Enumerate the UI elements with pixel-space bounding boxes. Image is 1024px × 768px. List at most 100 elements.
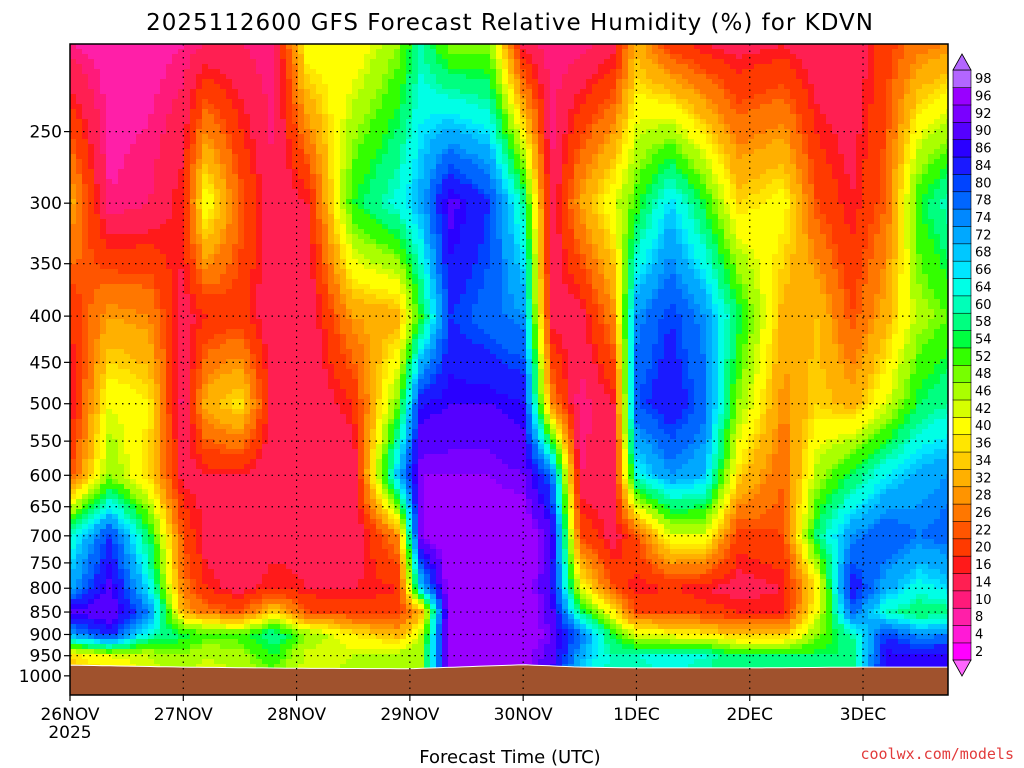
y-tick-label: 950 bbox=[30, 647, 62, 667]
colorbar-swatch bbox=[952, 590, 972, 609]
colorbar-swatch bbox=[952, 277, 972, 297]
y-tick-label: 800 bbox=[30, 579, 62, 599]
colorbar-swatch bbox=[952, 173, 972, 193]
colorbar-swatch bbox=[952, 503, 972, 522]
colorbar-label: 8 bbox=[975, 610, 983, 625]
colorbar-label: 90 bbox=[975, 124, 992, 139]
colorbar-min-arrow bbox=[952, 659, 972, 677]
colorbar-swatch bbox=[952, 416, 972, 436]
x-tick-label: 1DEC bbox=[613, 705, 660, 725]
x-tick-label: 3DEC bbox=[840, 705, 887, 725]
colorbar-label: 4 bbox=[975, 627, 983, 642]
x-tick-label: 27NOV bbox=[154, 705, 213, 725]
y-tick-label: 900 bbox=[30, 625, 62, 645]
y-tick-label: 750 bbox=[30, 554, 62, 574]
y-tick-label: 600 bbox=[30, 466, 62, 486]
x-tick-label: 30NOV bbox=[494, 705, 553, 725]
y-tick-label: 550 bbox=[30, 432, 62, 452]
colorbar-label: 36 bbox=[975, 437, 992, 452]
colorbar-swatch bbox=[952, 121, 972, 141]
colorbar-label: 68 bbox=[975, 246, 992, 261]
x-tick-label: 26NOV bbox=[40, 705, 99, 725]
colorbar-swatch bbox=[952, 243, 972, 262]
colorbar-swatch bbox=[952, 225, 972, 245]
colorbar-swatch bbox=[952, 520, 972, 540]
colorbar-max-arrow bbox=[952, 53, 972, 71]
y-axis-ticks: 2503003504004505005506006507007508008509… bbox=[19, 123, 70, 687]
colorbar-swatch bbox=[952, 624, 972, 644]
colorbar-label: 28 bbox=[975, 489, 992, 504]
colorbar-swatch bbox=[952, 555, 972, 574]
x-tick-label: 28NOV bbox=[267, 705, 326, 725]
colorbar-label: 26 bbox=[975, 506, 992, 521]
colorbar-label: 58 bbox=[975, 315, 992, 330]
colorbar-swatch bbox=[952, 104, 972, 123]
y-tick-label: 350 bbox=[30, 255, 62, 275]
colorbar-label: 14 bbox=[975, 575, 992, 590]
y-tick-label: 1000 bbox=[19, 667, 62, 687]
colorbar-swatch bbox=[952, 399, 972, 418]
colorbar-swatch bbox=[952, 87, 972, 106]
colorbar-label: 2 bbox=[975, 645, 983, 660]
colorbar-swatch bbox=[952, 156, 972, 175]
colorbar-swatch bbox=[952, 468, 972, 488]
colorbar-swatch bbox=[952, 191, 972, 210]
colorbar-label: 60 bbox=[975, 298, 992, 313]
y-tick-label: 250 bbox=[30, 123, 62, 143]
grid-lines bbox=[70, 44, 948, 695]
colorbar-swatch bbox=[952, 382, 972, 401]
x-axis-label: Forecast Time (UTC) bbox=[419, 747, 600, 768]
y-tick-label: 500 bbox=[30, 395, 62, 415]
colorbar-label: 42 bbox=[975, 402, 992, 417]
chart-title: 2025112600 GFS Forecast Relative Humidit… bbox=[146, 10, 874, 36]
x-axis-ticks: 26NOV 27NOV 28NOV 29NOV 30NOV 1DEC 2DEC 3DEC 202… bbox=[40, 695, 886, 743]
colorbar-label: 66 bbox=[975, 263, 992, 278]
colorbar-swatch bbox=[952, 607, 972, 626]
colorbar-swatch bbox=[952, 208, 972, 227]
x-tick-label: 29NOV bbox=[380, 705, 439, 725]
colorbar-label: 96 bbox=[975, 90, 992, 105]
colorbar-label: 72 bbox=[975, 228, 992, 243]
colorbar-swatch bbox=[952, 295, 972, 314]
plot-frame bbox=[69, 43, 949, 696]
x-year-label: 2025 bbox=[48, 723, 91, 743]
colorbar-label: 16 bbox=[975, 558, 992, 573]
colorbar-swatch bbox=[952, 538, 972, 557]
colorbar-label: 84 bbox=[975, 159, 992, 174]
y-tick-label: 850 bbox=[30, 603, 62, 623]
colorbar-label: 34 bbox=[975, 454, 992, 469]
colorbar-swatch bbox=[952, 260, 972, 279]
x-tick-label: 2DEC bbox=[726, 705, 773, 725]
y-tick-label: 400 bbox=[30, 307, 62, 327]
colorbar-label: 10 bbox=[975, 593, 992, 608]
colorbar-swatch bbox=[952, 312, 972, 331]
colorbar-label: 80 bbox=[975, 176, 992, 191]
y-tick-label: 700 bbox=[30, 527, 62, 547]
colorbar-label: 40 bbox=[975, 419, 992, 434]
rh-heatmap bbox=[70, 44, 949, 696]
y-tick-label: 300 bbox=[30, 194, 62, 214]
y-tick-label: 450 bbox=[30, 353, 62, 373]
colorbar-label: 98 bbox=[975, 72, 992, 87]
colorbar-label: 86 bbox=[975, 142, 992, 157]
colorbar-label: 64 bbox=[975, 280, 992, 295]
colorbar-label: 78 bbox=[975, 194, 992, 209]
colorbar-label: 22 bbox=[975, 523, 992, 538]
colorbar-label: 32 bbox=[975, 471, 992, 486]
colorbar-label: 92 bbox=[975, 107, 992, 122]
colorbar-swatch bbox=[952, 347, 972, 366]
colorbar-swatch bbox=[952, 572, 972, 592]
colorbar-swatch bbox=[952, 486, 972, 505]
y-tick-label: 650 bbox=[30, 498, 62, 518]
colorbar-label: 48 bbox=[975, 367, 992, 382]
colorbar-swatch bbox=[952, 69, 972, 88]
colorbar-swatch bbox=[952, 139, 972, 158]
below-ground-fill bbox=[69, 664, 949, 696]
colorbar-swatch bbox=[952, 364, 972, 383]
credit-link[interactable]: coolwx.com/models bbox=[860, 745, 1014, 763]
colorbar-label: 46 bbox=[975, 385, 992, 400]
colorbar-label: 20 bbox=[975, 541, 992, 556]
colorbar-label: 52 bbox=[975, 350, 992, 365]
colorbar: 2481014162022262832343640424648525458606… bbox=[952, 53, 992, 677]
